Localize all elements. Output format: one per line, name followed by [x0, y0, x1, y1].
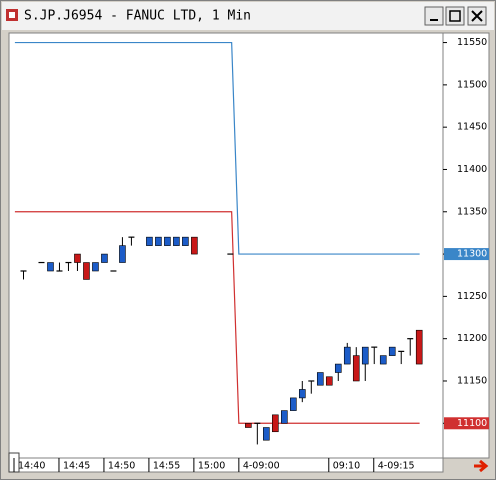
y-tick-label: 11550 — [457, 37, 487, 48]
x-tick-label: 14:55 — [153, 461, 180, 472]
candle-body — [173, 236, 180, 246]
title-bar — [2, 2, 494, 30]
y-tick-label: 11150 — [457, 375, 487, 386]
candle-body — [361, 346, 369, 365]
maximize-icon — [449, 10, 461, 22]
level-line — [14, 41, 420, 255]
y-tick-label: 11100 — [457, 418, 487, 429]
candle-body — [272, 414, 279, 433]
x-tick-label: 14:45 — [63, 461, 90, 472]
plot: 11100 11150 11200 11250 11300 11350 11400 11450… — [13, 37, 489, 472]
candle-body — [263, 427, 270, 441]
x-tick-label: 15:00 — [198, 461, 225, 472]
candle-body — [379, 355, 387, 365]
app-icon-inner — [9, 12, 15, 18]
scroll-right-arrow[interactable] — [474, 459, 489, 473]
y-tick-label: 11200 — [457, 333, 487, 344]
x-tick-label: 14:50 — [108, 461, 135, 472]
candle-body — [325, 376, 333, 386]
x-tick-label: 4-09:15 — [378, 461, 415, 472]
maximize-button[interactable] — [445, 6, 465, 26]
y-tick-label: 11450 — [457, 122, 487, 133]
candle-body — [119, 245, 126, 263]
price-axis — [442, 32, 490, 459]
candle-body — [191, 236, 198, 255]
y-tick-label: 11500 — [457, 79, 487, 90]
x-tick-label: 09:10 — [333, 461, 360, 472]
y-tick-label: 11350 — [457, 206, 487, 217]
candle-body — [164, 236, 171, 246]
candle-body — [415, 329, 423, 365]
x-tick-label: 14:40 — [18, 461, 45, 472]
y-tick-label: 11300 — [457, 249, 487, 260]
candle-body — [290, 397, 297, 411]
candle-body — [155, 236, 162, 246]
price-marker — [444, 248, 489, 261]
candle-body — [334, 363, 342, 373]
candle-body — [182, 236, 189, 246]
candle-body — [388, 346, 396, 356]
candle-body — [92, 262, 99, 272]
candle-body — [146, 236, 153, 246]
candle-body — [316, 372, 324, 386]
minimize-button[interactable] — [424, 6, 444, 26]
y-tick-label: 11250 — [457, 291, 487, 302]
plot-area — [8, 32, 444, 459]
x-tick-label: 4-09:00 — [243, 461, 280, 472]
candle-body — [74, 253, 81, 263]
candle-body — [343, 346, 351, 365]
candle-body — [352, 355, 360, 382]
candle-body — [245, 422, 252, 428]
candle-body — [298, 389, 306, 399]
candle-body — [83, 262, 90, 280]
candle-body — [101, 253, 108, 263]
window-title: S.JP.J6954 - FANUC LTD, 1 Min — [24, 9, 251, 24]
window-buttons[interactable] — [424, 6, 487, 26]
price-marker — [444, 417, 489, 430]
y-tick-label: 11400 — [457, 164, 487, 175]
level-line — [14, 211, 420, 424]
candle-body — [281, 410, 288, 424]
close-icon — [471, 10, 483, 22]
candle-body — [47, 262, 54, 272]
